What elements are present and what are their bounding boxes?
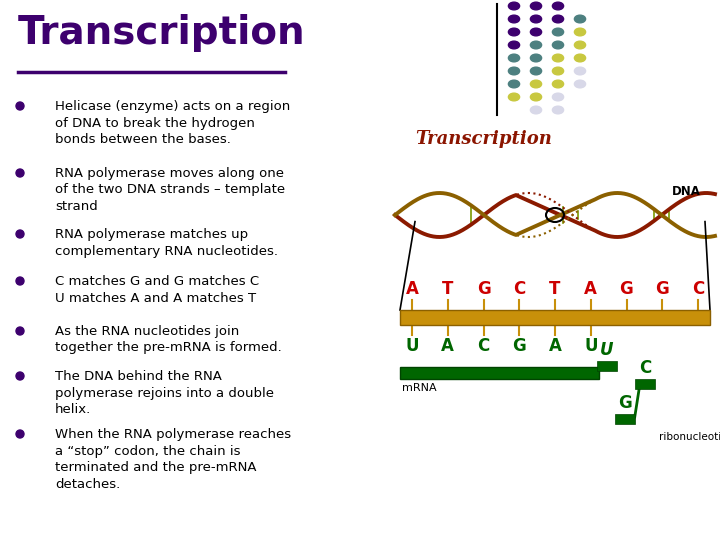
Text: C matches G and G matches C
U matches A and A matches T: C matches G and G matches C U matches A … xyxy=(55,275,259,305)
Ellipse shape xyxy=(508,15,520,23)
Ellipse shape xyxy=(16,102,24,110)
Ellipse shape xyxy=(531,15,541,23)
Text: C: C xyxy=(477,337,490,355)
Ellipse shape xyxy=(575,28,585,36)
Text: T: T xyxy=(549,280,561,298)
Ellipse shape xyxy=(575,15,585,23)
Bar xyxy=(635,379,654,389)
Bar xyxy=(597,361,617,371)
Text: mRNA: mRNA xyxy=(402,383,436,393)
Ellipse shape xyxy=(508,2,520,10)
Text: A: A xyxy=(405,280,418,298)
Ellipse shape xyxy=(552,54,564,62)
Ellipse shape xyxy=(508,41,520,49)
Ellipse shape xyxy=(552,2,564,10)
Ellipse shape xyxy=(575,80,585,88)
Text: C: C xyxy=(692,280,704,298)
Ellipse shape xyxy=(508,80,520,88)
Bar xyxy=(400,310,710,325)
Ellipse shape xyxy=(16,277,24,285)
Ellipse shape xyxy=(508,67,520,75)
Text: G: G xyxy=(620,280,634,298)
Text: The DNA behind the RNA
polymerase rejoins into a double
helix.: The DNA behind the RNA polymerase rejoin… xyxy=(55,370,274,416)
Ellipse shape xyxy=(552,106,564,114)
Ellipse shape xyxy=(531,106,541,114)
Ellipse shape xyxy=(552,80,564,88)
Text: A: A xyxy=(585,280,597,298)
Ellipse shape xyxy=(552,28,564,36)
Ellipse shape xyxy=(531,54,541,62)
Ellipse shape xyxy=(16,230,24,238)
Ellipse shape xyxy=(508,54,520,62)
Text: C: C xyxy=(639,359,651,377)
Ellipse shape xyxy=(552,93,564,101)
Text: DNA: DNA xyxy=(672,185,701,198)
Ellipse shape xyxy=(16,372,24,380)
Ellipse shape xyxy=(575,67,585,75)
Text: U: U xyxy=(405,337,419,355)
Text: When the RNA polymerase reaches
a “stop” codon, the chain is
terminated and the : When the RNA polymerase reaches a “stop”… xyxy=(55,428,291,490)
Ellipse shape xyxy=(531,67,541,75)
Ellipse shape xyxy=(531,41,541,49)
Bar xyxy=(615,414,635,424)
Text: Transcription: Transcription xyxy=(18,14,305,52)
Text: A: A xyxy=(549,337,562,355)
Ellipse shape xyxy=(575,54,585,62)
Ellipse shape xyxy=(508,93,520,101)
Text: Transcription: Transcription xyxy=(415,130,552,148)
Ellipse shape xyxy=(552,67,564,75)
Ellipse shape xyxy=(16,430,24,438)
Ellipse shape xyxy=(16,327,24,335)
Text: ribonucleotides: ribonucleotides xyxy=(659,432,720,442)
Ellipse shape xyxy=(16,169,24,177)
Ellipse shape xyxy=(552,41,564,49)
Text: U: U xyxy=(584,337,598,355)
Ellipse shape xyxy=(508,28,520,36)
Text: A: A xyxy=(441,337,454,355)
Text: RNA polymerase matches up
complementary RNA nucleotides.: RNA polymerase matches up complementary … xyxy=(55,228,278,258)
Ellipse shape xyxy=(531,93,541,101)
Text: G: G xyxy=(513,337,526,355)
Ellipse shape xyxy=(531,80,541,88)
Ellipse shape xyxy=(552,15,564,23)
Text: G: G xyxy=(655,280,669,298)
Text: C: C xyxy=(513,280,526,298)
Ellipse shape xyxy=(531,2,541,10)
Text: G: G xyxy=(618,394,631,412)
Text: Helicase (enzyme) acts on a region
of DNA to break the hydrogen
bonds between th: Helicase (enzyme) acts on a region of DN… xyxy=(55,100,290,146)
Text: T: T xyxy=(442,280,454,298)
Bar xyxy=(400,367,599,379)
Text: U: U xyxy=(600,341,613,359)
Text: As the RNA nucleotides join
together the pre-mRNA is formed.: As the RNA nucleotides join together the… xyxy=(55,325,282,354)
Ellipse shape xyxy=(575,41,585,49)
Text: G: G xyxy=(477,280,490,298)
Ellipse shape xyxy=(531,28,541,36)
Text: RNA polymerase moves along one
of the two DNA strands – template
strand: RNA polymerase moves along one of the tw… xyxy=(55,167,285,213)
